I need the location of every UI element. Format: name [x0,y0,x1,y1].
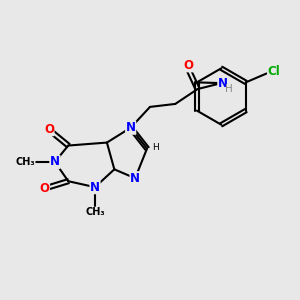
Text: H: H [152,142,159,152]
Text: N: N [50,155,60,168]
Text: O: O [44,123,54,136]
Text: CH₃: CH₃ [85,207,105,218]
Text: N: N [90,181,100,194]
Text: CH₃: CH₃ [15,157,35,167]
Text: N: N [130,172,140,185]
Text: N: N [126,121,136,134]
Text: H: H [225,84,232,94]
Text: O: O [40,182,50,195]
Text: N: N [218,76,228,90]
Text: O: O [184,59,194,72]
Text: Cl: Cl [268,65,281,79]
